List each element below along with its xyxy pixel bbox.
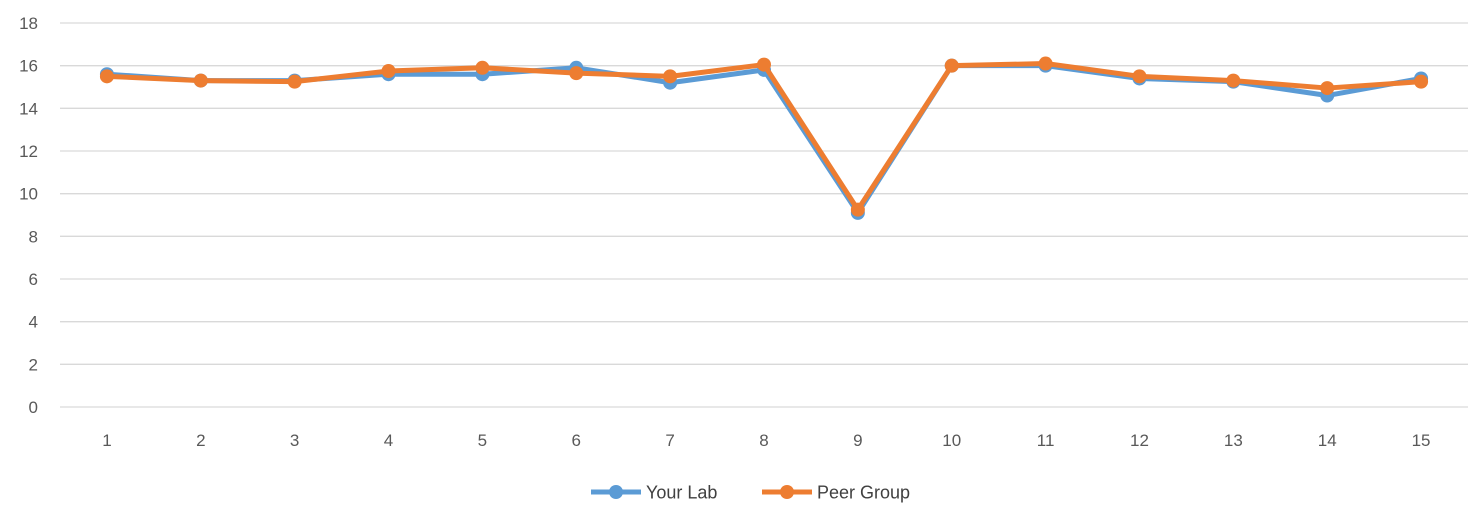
series-line: [104, 63, 1424, 216]
y-tick-label: 0: [29, 398, 38, 417]
y-tick-label: 10: [19, 185, 38, 204]
x-tick-label: 7: [665, 431, 674, 450]
y-tick-label: 8: [29, 227, 38, 246]
data-point: [1226, 73, 1241, 88]
data-point: [475, 60, 490, 75]
x-tick-label: 5: [478, 431, 487, 450]
legend-item: Peer Group: [762, 483, 910, 503]
series-2: [99, 56, 1429, 217]
data-point: [850, 202, 865, 217]
x-tick-label: 8: [759, 431, 768, 450]
legend-label: Your Lab: [646, 483, 717, 503]
data-point: [1320, 81, 1335, 96]
x-axis-tick-labels: 1 2 3 4 5 6 7 8 9 10 11 12 13 14 15: [102, 431, 1430, 450]
data-point: [99, 69, 114, 84]
x-tick-label: 11: [1037, 431, 1055, 450]
x-tick-label: 6: [572, 431, 581, 450]
x-tick-label: 14: [1318, 431, 1337, 450]
x-tick-label: 15: [1412, 431, 1431, 450]
legend-swatch-marker: [609, 485, 623, 499]
x-tick-label: 4: [384, 431, 393, 450]
y-tick-label: 2: [29, 355, 38, 374]
series-layer: [99, 56, 1429, 220]
y-tick-label: 16: [19, 57, 38, 76]
x-tick-label: 2: [196, 431, 205, 450]
x-tick-label: 12: [1130, 431, 1149, 450]
data-point: [944, 58, 959, 73]
x-tick-label: 13: [1224, 431, 1243, 450]
data-point: [381, 64, 396, 78]
y-tick-label: 14: [19, 99, 38, 118]
y-tick-label: 18: [19, 14, 38, 33]
legend-swatch-marker: [780, 485, 794, 499]
data-point: [1414, 74, 1429, 89]
x-tick-label: 9: [853, 431, 862, 450]
series-line: [104, 61, 1424, 213]
data-point: [287, 74, 302, 89]
data-point: [663, 69, 678, 84]
data-point: [569, 66, 584, 81]
data-point: [757, 57, 771, 72]
data-point: [193, 73, 208, 88]
x-tick-label: 3: [290, 431, 299, 450]
y-tick-label: 12: [19, 142, 38, 161]
data-point: [1132, 69, 1147, 84]
x-tick-label: 10: [942, 431, 961, 450]
data-point: [1038, 56, 1053, 71]
y-tick-label: 6: [29, 270, 38, 289]
legend: Your Lab Peer Group: [591, 483, 910, 503]
legend-label: Peer Group: [817, 483, 910, 503]
y-axis-tick-labels: 0 2 4 6 8 10 12 14 16 18: [19, 14, 38, 417]
legend-item: Your Lab: [591, 483, 717, 503]
y-tick-label: 4: [29, 313, 38, 332]
x-tick-label: 1: [102, 431, 111, 450]
